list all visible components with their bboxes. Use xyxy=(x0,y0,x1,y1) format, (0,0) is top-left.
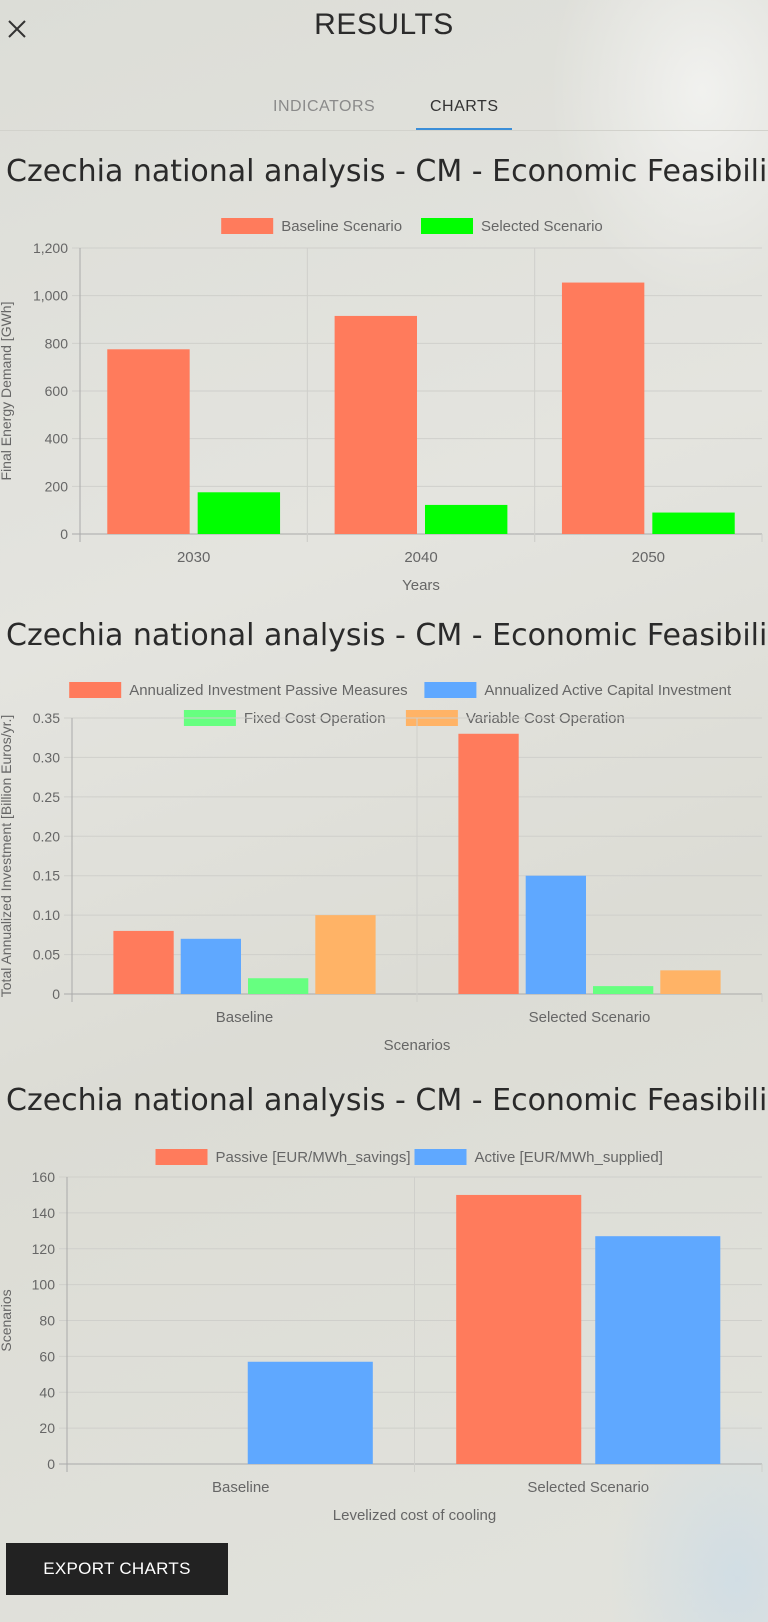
tab-charts[interactable]: CHARTS xyxy=(430,98,499,115)
bar xyxy=(180,938,241,994)
y-axis-title: Total Annualized Investment [Billion Eur… xyxy=(0,715,14,997)
y-tick-label: 40 xyxy=(39,1384,55,1400)
legend-label: Annualized Investment Passive Measures xyxy=(129,682,407,699)
results-header: RESULTS xyxy=(0,0,768,60)
annualized-investment-chart: Annualized Investment Passive Measures An… xyxy=(0,682,763,1054)
y-tick-label: 60 xyxy=(39,1348,55,1364)
bar xyxy=(660,970,721,994)
x-tick-label: Baseline xyxy=(212,1479,270,1496)
y-tick-label: 200 xyxy=(45,478,69,494)
tab-indicators[interactable]: INDICATORS xyxy=(273,98,376,115)
x-tick-label: Selected Scenario xyxy=(527,1479,649,1496)
chart-2-title: Czechia national analysis - CM - Economi… xyxy=(6,618,768,653)
y-tick-label: 0.25 xyxy=(33,789,60,805)
legend-swatch xyxy=(69,682,122,698)
bar xyxy=(197,492,281,534)
bar xyxy=(456,1194,582,1464)
y-axis-title: Scenarios xyxy=(0,1289,14,1351)
bar xyxy=(525,875,586,994)
y-tick-label: 0.30 xyxy=(33,749,60,765)
energy-demand-chart: Baseline Scenario Selected Scenario 0 200 40… xyxy=(0,218,763,594)
y-tick-label: 100 xyxy=(32,1277,56,1293)
legend-label: Passive [EUR/MWh_savings] xyxy=(216,1149,411,1166)
y-tick-label: 0.20 xyxy=(33,828,60,844)
y-tick-label: 0 xyxy=(52,986,60,1002)
x-axis-title: Scenarios xyxy=(384,1037,451,1054)
bar xyxy=(248,978,309,994)
x-axis-title: Levelized cost of cooling xyxy=(333,1507,496,1524)
x-tick-label: 2030 xyxy=(177,549,210,566)
y-tick-label: 0.10 xyxy=(33,907,60,923)
y-tick-label: 800 xyxy=(45,335,69,351)
y-tick-label: 20 xyxy=(39,1420,55,1436)
x-tick-label: 2050 xyxy=(632,549,665,566)
bar xyxy=(107,349,190,534)
bar xyxy=(334,315,417,534)
bar xyxy=(425,504,508,534)
legend-swatch xyxy=(421,218,473,234)
y-tick-label: 0.15 xyxy=(33,868,60,884)
y-axis-title: Final Energy Demand [GWh] xyxy=(0,302,14,481)
y-tick-label: 1,200 xyxy=(33,240,68,256)
y-tick-label: 400 xyxy=(45,431,69,447)
chart-3-title: Czechia national analysis - CM - Economi… xyxy=(6,1083,768,1118)
bar xyxy=(458,733,519,994)
bar xyxy=(595,1236,721,1464)
y-tick-label: 0 xyxy=(47,1456,55,1472)
y-tick-label: 0.05 xyxy=(33,947,60,963)
legend-label: Baseline Scenario xyxy=(281,218,402,235)
x-axis-title: Years xyxy=(402,577,440,594)
bar xyxy=(247,1361,373,1464)
y-tick-label: 600 xyxy=(45,383,69,399)
legend-swatch xyxy=(221,218,274,234)
legend-label: Annualized Active Capital Investment xyxy=(484,682,732,699)
legend-label: Active [EUR/MWh_supplied] xyxy=(475,1149,663,1166)
y-tick-label: 0 xyxy=(60,526,68,542)
legend-label: Selected Scenario xyxy=(481,218,603,235)
x-tick-label: Baseline xyxy=(216,1009,274,1026)
x-tick-label: 2040 xyxy=(404,549,437,566)
levelized-cost-chart: Passive [EUR/MWh_savings] Active [EUR/MWh… xyxy=(0,1149,763,1524)
bar xyxy=(113,930,174,994)
tab-bar: INDICATORS CHARTS xyxy=(0,90,768,131)
y-tick-label: 160 xyxy=(32,1169,56,1185)
bar xyxy=(652,512,735,534)
bar xyxy=(593,986,654,994)
bar xyxy=(561,282,645,534)
y-tick-label: 120 xyxy=(32,1241,56,1257)
page-title: RESULTS xyxy=(314,8,454,41)
chart-1-title: Czechia national analysis - CM - Economi… xyxy=(6,154,768,189)
close-icon[interactable] xyxy=(6,18,28,40)
legend-swatch xyxy=(424,682,477,698)
y-tick-label: 140 xyxy=(32,1205,56,1221)
y-tick-label: 0.35 xyxy=(33,710,60,726)
y-tick-label: 80 xyxy=(39,1313,55,1329)
export-charts-button[interactable]: EXPORT CHARTS xyxy=(6,1543,228,1595)
y-tick-label: 1,000 xyxy=(33,288,68,304)
bar xyxy=(315,915,376,994)
active-tab-indicator xyxy=(416,128,512,130)
legend-swatch xyxy=(155,1149,208,1165)
x-tick-label: Selected Scenario xyxy=(529,1009,651,1026)
legend-swatch xyxy=(414,1149,467,1165)
